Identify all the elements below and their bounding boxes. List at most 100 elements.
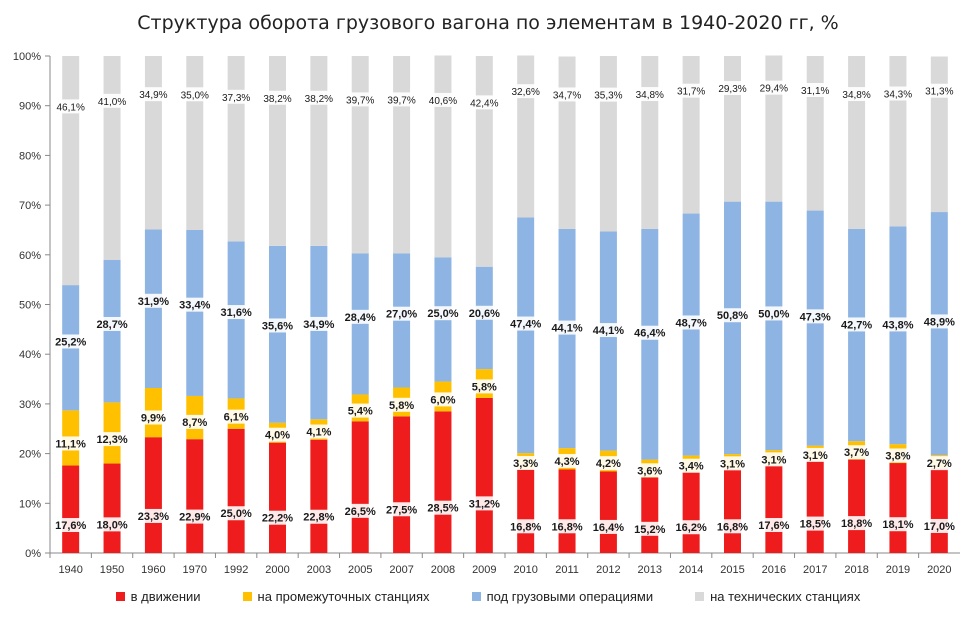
bar-segment-1 (310, 439, 328, 553)
data-label: 34,8% (636, 90, 664, 101)
data-label-bg (632, 87, 668, 102)
data-label: 42,7% (841, 319, 872, 331)
bar-segment-1 (186, 439, 204, 553)
data-label: 41,0% (98, 97, 126, 108)
x-tick-label: 2007 (389, 564, 413, 576)
x-tick-label: 2011 (555, 564, 579, 576)
data-label: 4,1% (306, 427, 331, 439)
data-label-bg (924, 456, 954, 471)
data-label: 4,0% (265, 430, 290, 442)
data-label-bg (177, 509, 213, 524)
data-label: 31,7% (677, 87, 705, 98)
data-label-bg (342, 309, 378, 324)
data-label: 5,8% (472, 381, 497, 393)
data-label-bg (345, 403, 375, 418)
bar-segment-4 (682, 56, 700, 214)
bar-segment-3 (351, 253, 369, 395)
x-tick-label: 1950 (100, 564, 124, 576)
bar-segment-3 (310, 245, 328, 420)
bar-segment-3 (724, 201, 741, 455)
legend-label-moving: в движении (130, 589, 201, 604)
data-label-bg (260, 318, 295, 333)
y-tick-label: 40% (19, 349, 41, 361)
data-label: 35,0% (181, 90, 209, 101)
data-label: 5,8% (389, 400, 414, 412)
data-label-bg (263, 427, 292, 442)
data-label: 25,0% (427, 308, 458, 320)
legend-item-intermediate: на промежуточных станциях (242, 589, 430, 604)
bar-segment-1 (558, 469, 576, 553)
data-label-bg (135, 508, 171, 523)
data-label-bg (218, 89, 254, 104)
bar-segment-4 (62, 56, 80, 286)
data-label: 39,7% (346, 95, 374, 106)
data-label: 17,6% (758, 520, 789, 532)
data-label-bg (883, 448, 913, 463)
data-label: 4,2% (596, 458, 621, 470)
bar-segment-3 (186, 229, 204, 396)
data-label-bg (384, 92, 420, 107)
data-label-bg (260, 510, 295, 525)
bar-segment-3 (599, 231, 617, 451)
x-tick-label: 2014 (679, 564, 703, 576)
bar-segment-3 (641, 228, 659, 460)
data-label: 34,9% (303, 319, 334, 331)
x-tick-label: 2009 (472, 564, 496, 576)
data-label: 16,8% (717, 521, 748, 533)
data-label: 44,1% (551, 323, 582, 335)
data-label-bg (53, 436, 89, 451)
bar-segment-4 (930, 56, 948, 213)
data-label-bg (635, 463, 665, 478)
y-tick-label: 100% (13, 51, 41, 63)
data-label: 31,9% (138, 296, 169, 308)
data-label: 20,6% (469, 308, 500, 320)
bar-segment-1 (144, 437, 162, 553)
data-label: 3,4% (679, 461, 704, 473)
bar-segment-1 (434, 411, 452, 553)
data-label-bg (880, 517, 916, 532)
bar-segment-4 (351, 56, 369, 254)
data-label: 40,6% (429, 96, 457, 107)
data-label: 17,0% (924, 521, 955, 533)
chart-title: Структура оборота грузового вагона по эл… (137, 12, 839, 34)
data-label-bg (384, 306, 420, 321)
y-tick-label: 20% (19, 449, 41, 461)
data-label: 44,1% (593, 325, 624, 337)
data-label-bg (218, 506, 254, 521)
bar-segment-3 (558, 228, 576, 449)
data-label-bg (135, 293, 171, 308)
x-tick-label: 2016 (762, 564, 786, 576)
bar-segment-3 (806, 210, 824, 446)
data-label-bg (221, 409, 251, 424)
data-label: 46,4% (634, 328, 665, 340)
data-label: 8,7% (182, 417, 207, 429)
data-label: 28,5% (427, 503, 458, 515)
data-label-bg (387, 397, 416, 412)
data-label-bg (135, 87, 171, 102)
x-tick-label: 2018 (844, 564, 868, 576)
data-label-bg (590, 323, 626, 338)
bar-segment-1 (269, 442, 286, 553)
data-label: 29,4% (760, 84, 788, 95)
data-label-bg (590, 87, 626, 102)
data-label: 6,1% (224, 412, 249, 424)
bar-segment-1 (848, 459, 866, 553)
data-label: 50,0% (758, 308, 789, 320)
data-label-bg (218, 305, 254, 320)
data-label: 16,8% (510, 521, 541, 533)
data-label-bg (177, 87, 213, 102)
data-label-bg (839, 317, 875, 332)
legend: в движении на промежуточных станциях под… (0, 589, 976, 604)
data-label-bg (304, 424, 334, 439)
bar-segment-4 (103, 56, 121, 260)
data-label-bg (880, 317, 916, 332)
data-label: 31,2% (469, 498, 500, 510)
data-label: 38,2% (263, 94, 291, 105)
data-label: 18,0% (96, 519, 127, 531)
bar-segment-4 (310, 56, 328, 246)
data-label-bg (260, 90, 295, 105)
data-label: 22,9% (179, 512, 210, 524)
bar-segment-3 (682, 213, 700, 456)
bar-segment-3 (889, 226, 907, 445)
x-tick-label: 2003 (307, 564, 331, 576)
